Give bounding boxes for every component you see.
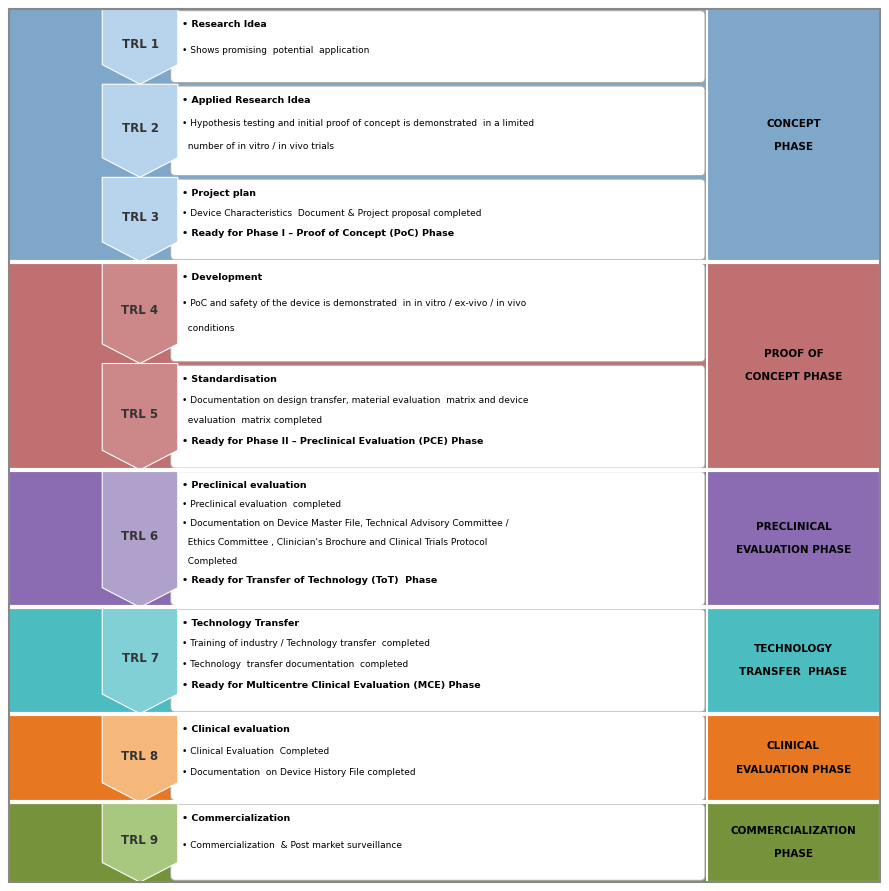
Text: conditions: conditions bbox=[182, 324, 235, 333]
Text: TRL 2: TRL 2 bbox=[122, 122, 158, 135]
Bar bbox=[9, 470, 880, 608]
Text: TRL 4: TRL 4 bbox=[122, 304, 158, 317]
Bar bbox=[707, 9, 880, 262]
Text: CONCEPT

PHASE: CONCEPT PHASE bbox=[766, 119, 821, 151]
Text: • Ready for Transfer of Technology (ToT)  Phase: • Ready for Transfer of Technology (ToT)… bbox=[182, 576, 437, 585]
Polygon shape bbox=[102, 364, 178, 470]
Text: number of in vitro / in vivo trials: number of in vitro / in vivo trials bbox=[182, 142, 334, 151]
Text: • Technology  transfer documentation  completed: • Technology transfer documentation comp… bbox=[182, 660, 408, 669]
Bar bbox=[9, 262, 880, 364]
Bar bbox=[9, 802, 880, 882]
Text: TRL 9: TRL 9 bbox=[122, 834, 158, 846]
Text: • Ready for Multicentre Clinical Evaluation (MCE) Phase: • Ready for Multicentre Clinical Evaluat… bbox=[182, 681, 481, 690]
Bar bbox=[707, 470, 880, 608]
Text: TECHNOLOGY

TRANSFER  PHASE: TECHNOLOGY TRANSFER PHASE bbox=[740, 644, 847, 677]
Text: TRL 8: TRL 8 bbox=[122, 749, 158, 763]
Text: • Commercialization  & Post market surveillance: • Commercialization & Post market survei… bbox=[182, 841, 402, 850]
FancyBboxPatch shape bbox=[171, 11, 705, 83]
Text: • Documentation  on Device History File completed: • Documentation on Device History File c… bbox=[182, 768, 416, 777]
FancyBboxPatch shape bbox=[171, 609, 705, 712]
Text: • Hypothesis testing and initial proof of concept is demonstrated  in a limited: • Hypothesis testing and initial proof o… bbox=[182, 119, 534, 127]
Bar bbox=[9, 608, 880, 714]
Text: • Device Characteristics  Document & Project proposal completed: • Device Characteristics Document & Proj… bbox=[182, 209, 482, 218]
Text: • Shows promising  potential  application: • Shows promising potential application bbox=[182, 45, 370, 54]
Text: • PoC and safety of the device is demonstrated  in in vitro / ex-vivo / in vivo: • PoC and safety of the device is demons… bbox=[182, 298, 526, 307]
Text: • Development: • Development bbox=[182, 274, 262, 282]
Polygon shape bbox=[102, 262, 178, 364]
Text: TRL 3: TRL 3 bbox=[122, 211, 158, 224]
Text: PRECLINICAL

EVALUATION PHASE: PRECLINICAL EVALUATION PHASE bbox=[736, 522, 851, 555]
FancyBboxPatch shape bbox=[171, 86, 705, 176]
Text: • Preclinical evaluation: • Preclinical evaluation bbox=[182, 481, 307, 490]
Text: • Training of industry / Technology transfer  completed: • Training of industry / Technology tran… bbox=[182, 640, 430, 649]
Text: COMMERCIALIZATION

PHASE: COMMERCIALIZATION PHASE bbox=[731, 826, 856, 859]
Polygon shape bbox=[102, 714, 178, 802]
Text: • Technology Transfer: • Technology Transfer bbox=[182, 619, 300, 628]
FancyBboxPatch shape bbox=[171, 365, 705, 468]
Text: • Applied Research Idea: • Applied Research Idea bbox=[182, 96, 311, 105]
Text: • Commercialization: • Commercialization bbox=[182, 813, 291, 823]
Bar bbox=[707, 262, 880, 470]
Bar bbox=[9, 9, 880, 85]
Text: CLINICAL

EVALUATION PHASE: CLINICAL EVALUATION PHASE bbox=[736, 741, 851, 774]
Text: TRL 1: TRL 1 bbox=[122, 38, 158, 51]
Text: • Clinical evaluation: • Clinical evaluation bbox=[182, 725, 290, 734]
Polygon shape bbox=[102, 802, 178, 882]
FancyBboxPatch shape bbox=[171, 804, 705, 880]
Text: • Ready for Phase II – Preclinical Evaluation (PCE) Phase: • Ready for Phase II – Preclinical Evalu… bbox=[182, 437, 484, 446]
Text: PROOF OF

CONCEPT PHASE: PROOF OF CONCEPT PHASE bbox=[745, 349, 842, 382]
Bar bbox=[9, 177, 880, 262]
Bar bbox=[9, 364, 880, 470]
Text: • Standardisation: • Standardisation bbox=[182, 375, 277, 384]
FancyBboxPatch shape bbox=[171, 179, 705, 260]
Bar bbox=[707, 802, 880, 882]
Text: TRL 5: TRL 5 bbox=[122, 408, 158, 421]
Polygon shape bbox=[102, 608, 178, 714]
Polygon shape bbox=[102, 470, 178, 608]
Bar bbox=[9, 85, 880, 177]
Text: • Project plan: • Project plan bbox=[182, 189, 256, 198]
Text: • Clinical Evaluation  Completed: • Clinical Evaluation Completed bbox=[182, 747, 330, 756]
Polygon shape bbox=[102, 177, 178, 262]
Bar bbox=[707, 608, 880, 714]
Text: TRL 7: TRL 7 bbox=[122, 652, 158, 665]
Text: • Ready for Phase I – Proof of Concept (PoC) Phase: • Ready for Phase I – Proof of Concept (… bbox=[182, 229, 454, 238]
Text: Completed: Completed bbox=[182, 558, 237, 567]
Text: evaluation  matrix completed: evaluation matrix completed bbox=[182, 416, 323, 425]
Text: Ethics Committee , Clinician's Brochure and Clinical Trials Protocol: Ethics Committee , Clinician's Brochure … bbox=[182, 538, 488, 547]
Polygon shape bbox=[102, 9, 178, 85]
Text: • Documentation on design transfer, material evaluation  matrix and device: • Documentation on design transfer, mate… bbox=[182, 396, 529, 405]
FancyBboxPatch shape bbox=[171, 264, 705, 362]
Text: • Documentation on Device Master File, Technical Advisory Committee /: • Documentation on Device Master File, T… bbox=[182, 519, 509, 528]
Bar bbox=[707, 714, 880, 802]
Bar bbox=[9, 714, 880, 802]
Text: TRL 6: TRL 6 bbox=[122, 530, 158, 544]
FancyBboxPatch shape bbox=[171, 471, 705, 606]
Polygon shape bbox=[102, 85, 178, 177]
Text: • Preclinical evaluation  completed: • Preclinical evaluation completed bbox=[182, 501, 341, 510]
Text: • Research Idea: • Research Idea bbox=[182, 20, 267, 29]
FancyBboxPatch shape bbox=[171, 715, 705, 800]
